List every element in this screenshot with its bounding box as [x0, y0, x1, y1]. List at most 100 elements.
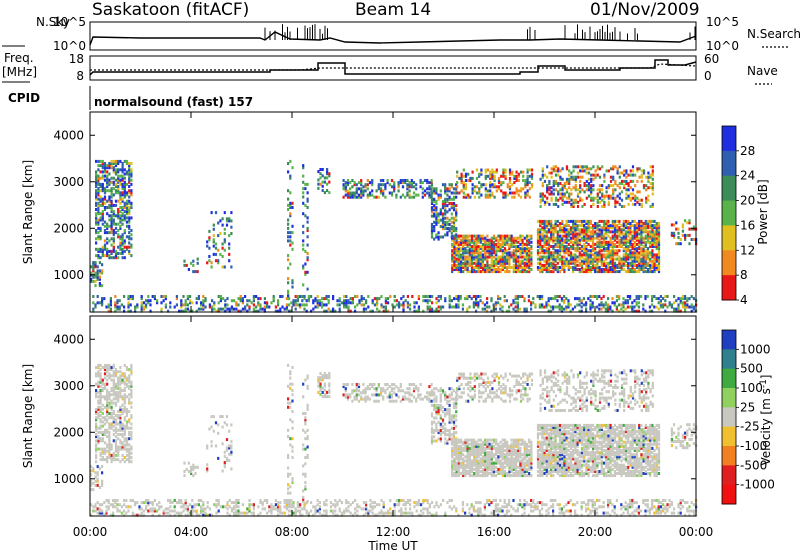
range-cell — [160, 301, 163, 305]
range-cell — [625, 171, 628, 175]
range-cell — [223, 232, 226, 235]
range-cell — [585, 301, 588, 305]
range-cell — [117, 222, 120, 226]
range-cell — [408, 181, 411, 185]
range-cell — [326, 170, 329, 174]
range-cell — [620, 257, 623, 261]
range-cell — [653, 240, 656, 244]
range-cell — [633, 253, 636, 257]
range-cell — [106, 363, 109, 367]
range-cell — [591, 261, 595, 265]
range-cell — [108, 430, 111, 434]
range-cell — [613, 219, 617, 223]
range-cell — [319, 393, 322, 396]
range-cell — [98, 269, 101, 273]
range-cell — [362, 185, 365, 189]
range-cell — [125, 426, 129, 430]
range-cell — [517, 174, 520, 178]
range-cell — [226, 297, 229, 301]
range-cell — [399, 383, 402, 386]
range-cell — [590, 173, 593, 177]
range-cell — [633, 224, 636, 228]
range-cell — [591, 245, 595, 248]
range-cell — [128, 380, 131, 384]
range-cell — [263, 305, 266, 309]
range-cell — [565, 263, 568, 267]
range-cell — [640, 259, 643, 263]
range-cell — [134, 305, 137, 309]
range-cell — [499, 245, 502, 248]
range-cell — [401, 193, 405, 197]
range-cell — [609, 238, 612, 242]
range-cell — [567, 224, 570, 228]
range-cell — [406, 305, 409, 309]
range-cell — [302, 166, 305, 170]
range-cell — [99, 197, 102, 201]
range-cell — [437, 220, 440, 224]
range-cell — [473, 268, 476, 271]
range-cell — [101, 216, 104, 220]
range-cell — [613, 230, 617, 234]
range-cell — [96, 473, 99, 477]
range-cell — [223, 238, 226, 242]
range-cell — [379, 187, 383, 191]
range-cell — [645, 175, 648, 179]
range-cell — [121, 410, 124, 413]
range-cell — [121, 241, 124, 245]
range-cell — [503, 266, 507, 269]
range-cell — [552, 305, 555, 309]
range-cell — [600, 230, 603, 234]
range-cell — [326, 168, 329, 171]
range-cell — [95, 435, 98, 439]
range-cell — [379, 183, 383, 187]
range-cell — [604, 301, 607, 305]
range-cell — [514, 257, 518, 261]
range-cell — [119, 193, 122, 197]
range-cell — [457, 253, 460, 257]
range-cell — [318, 303, 321, 307]
range-cell — [103, 458, 107, 462]
range-cell — [338, 299, 341, 303]
range-cell — [611, 222, 614, 225]
range-cell — [451, 270, 454, 274]
range-cell — [459, 238, 463, 242]
range-cell — [110, 180, 113, 184]
range-cell — [349, 395, 352, 399]
range-cell — [128, 430, 131, 434]
range-cell — [125, 420, 129, 424]
range-cell — [646, 230, 650, 234]
range-cell — [121, 208, 124, 211]
range-cell — [462, 183, 465, 187]
range-cell — [121, 395, 124, 399]
range-cell — [642, 261, 645, 265]
range-cell — [450, 197, 453, 201]
range-cell — [453, 257, 456, 261]
range-cell — [508, 253, 511, 257]
range-cell — [117, 252, 120, 255]
range-cell — [583, 259, 586, 263]
range-cell — [123, 426, 126, 430]
range-cell — [620, 198, 624, 202]
range-cell — [116, 301, 119, 305]
range-cell — [640, 224, 643, 228]
range-cell — [596, 259, 599, 263]
range-cell — [127, 297, 130, 301]
range-cell — [473, 195, 476, 199]
range-cell — [625, 169, 628, 173]
range-cell — [129, 303, 132, 307]
range-cell — [134, 307, 137, 311]
range-cell — [277, 309, 280, 313]
range-cell — [349, 301, 352, 305]
range-cell — [130, 254, 133, 258]
range-cell — [112, 210, 115, 214]
range-cell — [684, 238, 687, 241]
range-cell — [651, 261, 654, 265]
range-cell — [638, 226, 641, 230]
range-cell — [367, 305, 370, 309]
range-cell — [289, 370, 292, 374]
range-cell — [94, 284, 97, 288]
range-cell — [117, 170, 120, 174]
range-cell — [651, 202, 654, 206]
range-cell — [435, 309, 438, 313]
